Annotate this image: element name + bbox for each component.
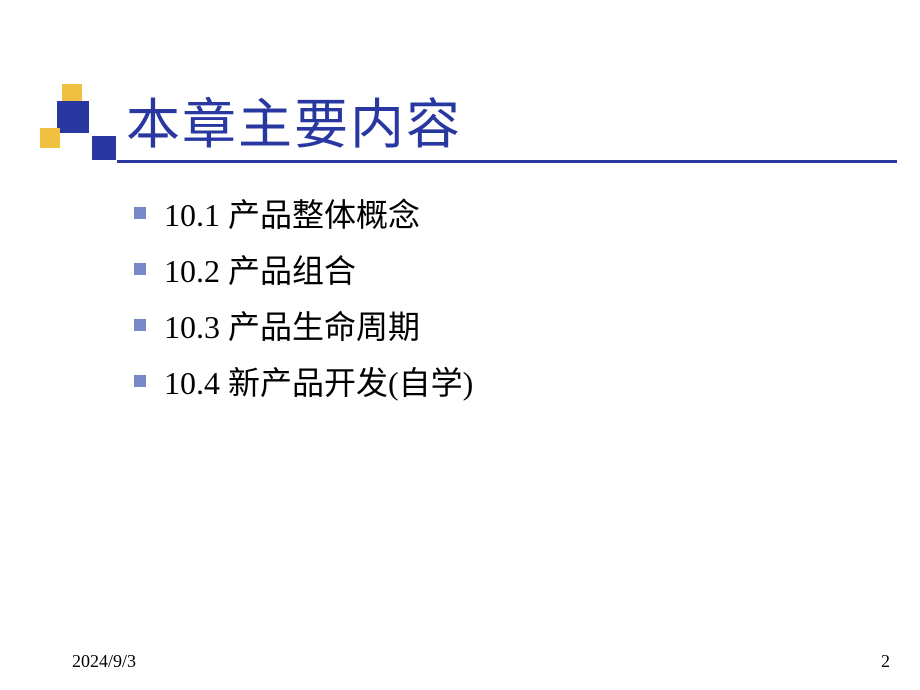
list-item-text: 10.2 产品组合 [164,246,356,292]
bullet-icon [134,319,146,331]
bullet-icon [134,263,146,275]
bullet-icon [134,375,146,387]
title-underline [117,160,897,163]
list-item: 10.4 新产品开发(自学) [134,358,473,404]
decoration-block-yellow-2 [40,128,60,148]
title-container: 本章主要内容 [40,80,462,164]
list-item: 10.3 产品生命周期 [134,302,473,348]
footer-date: 2024/9/3 [72,651,136,672]
slide-title: 本章主要内容 [126,80,462,159]
bullet-icon [134,207,146,219]
list-item-text: 10.1 产品整体概念 [164,190,420,236]
title-decoration-blocks [40,84,120,164]
list-item: 10.2 产品组合 [134,246,473,292]
decoration-block-blue-2 [92,136,116,160]
list-item: 10.1 产品整体概念 [134,190,473,236]
list-item-text: 10.4 新产品开发(自学) [164,358,473,404]
footer-page-number: 2 [881,651,890,672]
decoration-block-blue-1 [57,101,89,133]
list-item-text: 10.3 产品生命周期 [164,302,420,348]
content-list: 10.1 产品整体概念 10.2 产品组合 10.3 产品生命周期 10.4 新… [134,190,473,414]
